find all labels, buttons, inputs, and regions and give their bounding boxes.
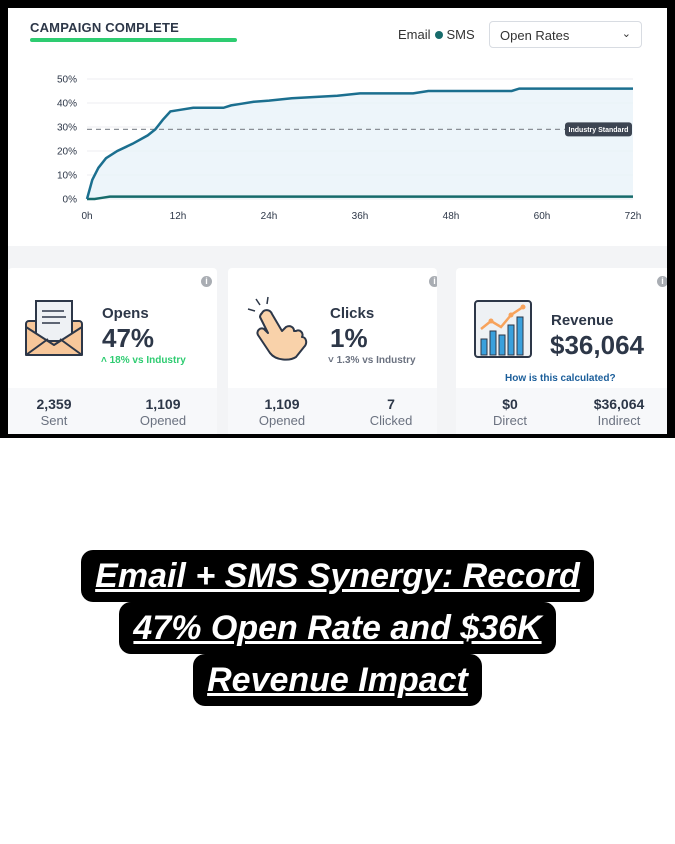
caption-line-3: Revenue Impact xyxy=(193,654,482,706)
info-icon[interactable]: i xyxy=(657,276,667,287)
chart-legend: Email SMS xyxy=(398,27,475,42)
stat-value: 1,109 xyxy=(145,396,181,412)
opens-delta: ˄ 18% vs Industry xyxy=(101,355,186,366)
arrow-down-icon: ˅ xyxy=(328,355,334,366)
stat-clicked: 7 Clicked xyxy=(346,396,436,428)
stat-opened: 1,109 Opened xyxy=(237,396,327,428)
legend-email: Email xyxy=(398,27,431,42)
growth-chart-icon xyxy=(474,300,532,358)
x-tick-label: 72h xyxy=(625,211,642,222)
stat-value: 1,109 xyxy=(264,396,300,412)
envelope-icon xyxy=(25,300,83,356)
campaign-progress-bar xyxy=(30,38,237,42)
y-tick-label: 10% xyxy=(57,171,77,182)
stat-label: Indirect xyxy=(597,413,641,428)
industry-standard-badge: Industry Standard xyxy=(565,122,632,137)
opens-card: i Opens 47% ˄ 18% vs Industry 2,359 Sent xyxy=(8,268,217,434)
y-tick-label: 50% xyxy=(57,75,77,86)
x-tick-label: 12h xyxy=(170,211,187,222)
opens-delta-text: 18% vs Industry xyxy=(109,355,186,366)
email-series-line xyxy=(85,87,633,200)
opens-label: Opens xyxy=(102,305,149,322)
opens-stats: 2,359 Sent 1,109 Opened xyxy=(8,388,217,434)
x-tick-label: 24h xyxy=(261,211,278,222)
metric-select-value: Open Rates xyxy=(500,28,570,43)
y-tick-label: 30% xyxy=(57,123,77,134)
sms-series-line xyxy=(87,195,633,201)
email-area xyxy=(87,88,633,199)
clicks-stats: 1,109 Opened 7 Clicked xyxy=(228,388,437,434)
clicks-value: 1% xyxy=(330,323,368,353)
stat-value: 2,359 xyxy=(36,396,72,412)
stat-value: $36,064 xyxy=(593,396,645,412)
x-tick-label: 0h xyxy=(81,211,92,222)
stat-label: Sent xyxy=(40,413,68,428)
stat-label: Opened xyxy=(139,413,187,428)
sms-dot-icon xyxy=(434,30,443,39)
info-icon[interactable]: i xyxy=(201,276,212,287)
revenue-card: i Revenue $36,064 How is this calculated… xyxy=(456,268,667,434)
stat-label: Clicked xyxy=(369,413,413,428)
stat-label: Opened xyxy=(258,413,306,428)
revenue-value: $36,064 xyxy=(550,330,644,360)
how-calculated-link[interactable]: How is this calculated? xyxy=(505,373,616,384)
y-tick-label: 0% xyxy=(63,195,78,206)
pointing-hand-icon xyxy=(247,296,308,361)
revenue-stats: $0 Direct $36,064 Indirect xyxy=(456,388,667,434)
y-tick-label: 20% xyxy=(57,147,77,158)
stat-indirect: $36,064 Indirect xyxy=(574,396,664,428)
x-tick-label: 48h xyxy=(443,211,460,222)
stat-value: 7 xyxy=(387,396,395,412)
opens-value: 47% xyxy=(102,323,155,353)
stat-label: Direct xyxy=(493,413,527,428)
caption: Email + SMS Synergy: Record 47% Open Rat… xyxy=(0,550,675,706)
stat-opened: 1,109 Opened xyxy=(118,396,208,428)
clicks-card: i Clicks 1% ˅ 1.3% vs Industry 1,109 Ope… xyxy=(228,268,437,434)
metric-select[interactable]: Open Rates ⌄ xyxy=(489,21,642,48)
arrow-up-icon: ˄ xyxy=(101,355,107,366)
info-icon[interactable]: i xyxy=(429,276,437,287)
industry-standard-label: Industry Standard xyxy=(569,127,629,134)
clicks-delta: ˅ 1.3% vs Industry xyxy=(328,355,416,366)
y-tick-label: 40% xyxy=(57,99,77,110)
legend-sms: SMS xyxy=(446,27,475,42)
clicks-label: Clicks xyxy=(330,305,375,322)
open-rate-chart: 0% 10% 20% 30% 40% 50% 0h 12h 24h 36h 48h 60h 72h I… xyxy=(57,75,642,223)
clicks-delta-text: 1.3% vs Industry xyxy=(336,355,416,366)
caption-line-2: 47% Open Rate and $36K xyxy=(119,602,556,654)
dashboard-panel: CAMPAIGN COMPLETE Email SMS Open Rates ⌄… xyxy=(8,8,667,434)
chevron-down-icon: ⌄ xyxy=(621,28,631,40)
stat-direct: $0 Direct xyxy=(465,396,555,428)
x-tick-label: 60h xyxy=(534,211,551,222)
stat-sent: 2,359 Sent xyxy=(9,396,99,428)
campaign-status-title: CAMPAIGN COMPLETE xyxy=(30,20,180,35)
chart-card: CAMPAIGN COMPLETE Email SMS Open Rates ⌄… xyxy=(8,8,667,246)
revenue-label: Revenue xyxy=(551,312,614,329)
caption-line-1: Email + SMS Synergy: Record xyxy=(81,550,594,602)
x-tick-label: 36h xyxy=(352,211,369,222)
stat-value: $0 xyxy=(502,396,518,412)
screenshot-frame: CAMPAIGN COMPLETE Email SMS Open Rates ⌄… xyxy=(0,0,675,438)
